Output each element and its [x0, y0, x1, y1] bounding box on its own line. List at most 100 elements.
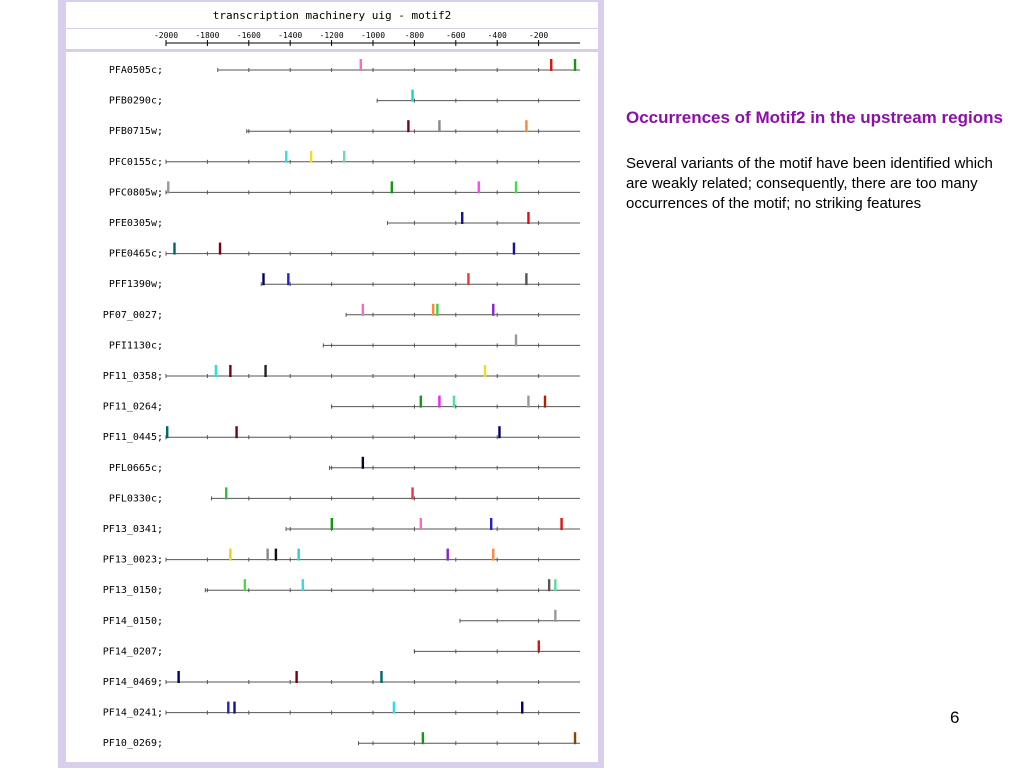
motif-map: PFA0505c; PFB0290c; PFB0715w; PFC0155c; PFC0… [103, 59, 580, 749]
motif-mark [514, 181, 518, 194]
gene-label: PFL0330c; [109, 493, 163, 504]
gene-label: PFF1390w; [109, 279, 163, 290]
motif-mark [173, 242, 176, 255]
gene-label: PFB0715w; [109, 126, 163, 137]
motif-mark [446, 548, 449, 561]
gene-label: PFE0465c; [109, 249, 163, 260]
motif-mark [392, 701, 396, 714]
motif-mark [560, 518, 563, 530]
motif-mark [301, 579, 305, 592]
motif-mark [527, 212, 530, 224]
motif-mark [264, 365, 267, 377]
motif-mark [421, 732, 425, 745]
motif-mark [235, 426, 238, 439]
x-tick-label: -1600 [237, 31, 261, 40]
motif-mark [419, 518, 423, 530]
motif-mark [537, 640, 540, 653]
motif-mark [262, 273, 265, 286]
motif-mark [407, 120, 410, 133]
motif-mark [295, 671, 298, 683]
motif-mark [225, 487, 228, 500]
slide-body: Several variants of the motif have been … [626, 155, 993, 212]
plot-area: PFA0505c; PFB0290c; PFB0715w; PFC0155c; PFC0… [66, 52, 598, 762]
motif-mark [547, 579, 551, 592]
motif-mark [361, 303, 365, 316]
gene-label: PF13_0341; [103, 524, 163, 535]
x-tick-label: -800 [405, 31, 424, 40]
motif-mark [380, 671, 383, 683]
gene-label: PFL0665c; [109, 463, 163, 474]
gene-label: PF14_0207; [103, 646, 163, 657]
page-number: 6 [950, 708, 960, 727]
motif-mark [227, 701, 230, 714]
gene-label: PF14_0241; [103, 708, 163, 719]
x-tick-label: -200 [529, 31, 548, 40]
motif-mark [498, 426, 501, 439]
motif-mark [525, 120, 528, 133]
gene-label: PF11_0445; [103, 432, 163, 443]
x-axis: -2000 -1800 -1600 -1400 -1200 -1000 -800 -600 -4… [154, 31, 580, 46]
motif-mark [419, 395, 423, 408]
x-axis-box: -2000 -1800 -1600 -1400 -1200 -1000 -800 -600 -4… [66, 28, 598, 49]
motif-mark [274, 548, 278, 561]
x-tick-label: -1800 [195, 31, 219, 40]
motif-mark [573, 59, 577, 71]
motif-mark [297, 548, 300, 561]
motif-mark [438, 120, 441, 133]
motif-mark [483, 365, 487, 377]
gene-label: PF10_0269; [103, 738, 163, 749]
motif-mark [452, 395, 456, 408]
x-tick-label: -1400 [278, 31, 302, 40]
gene-label: PFE0305w; [109, 218, 163, 229]
motif-mark [243, 579, 247, 592]
motif-mark [438, 395, 441, 408]
motif-mark [554, 579, 557, 592]
x-tick-label: -1200 [320, 31, 344, 40]
gene-label: PF14_0469; [103, 677, 163, 688]
gene-label: PFA0505c; [109, 65, 163, 76]
motif-mark [492, 548, 495, 561]
motif-mark [467, 273, 470, 286]
motif-mark [229, 365, 232, 377]
gene-label: PF11_0358; [103, 371, 163, 382]
motif-mark [573, 732, 577, 745]
motif-mark [521, 701, 524, 714]
motif-mark [233, 701, 236, 714]
motif-mark [527, 395, 530, 408]
motif-mark [390, 181, 394, 194]
motif-mark [477, 181, 480, 194]
motif-mark [229, 548, 232, 561]
motif-mark [177, 671, 180, 683]
motif-mark [266, 548, 269, 561]
gene-label: PFC0805w; [109, 187, 163, 198]
motif-mark [361, 456, 365, 469]
motif-mark [543, 395, 547, 408]
gene-label: PF13_0023; [103, 555, 163, 566]
motif-mark [167, 181, 170, 194]
motif-mark [432, 303, 435, 316]
motif-mark [285, 150, 288, 163]
motif-mark [525, 273, 528, 286]
motif-mark [550, 59, 553, 71]
motif-mark [343, 150, 346, 163]
chart-title-box: transcription machinery uig - motif2 [66, 2, 598, 28]
motif-mark [218, 242, 222, 255]
motif-mark [309, 150, 313, 163]
motif-mark [411, 89, 414, 102]
gene-label: PFC0155c; [109, 157, 163, 168]
motif-mark [287, 273, 290, 286]
gene-label: PFB0290c; [109, 96, 163, 107]
gene-label: PF14_0150; [103, 616, 163, 627]
chart-title: transcription machinery uig - motif2 [212, 9, 452, 22]
gene-label: PF07_0027; [103, 310, 163, 321]
motif-mark [330, 518, 333, 530]
motif-mark [489, 518, 493, 530]
motif-mark [554, 609, 557, 622]
motif-mark [512, 242, 516, 255]
x-tick-label: -600 [446, 31, 465, 40]
gene-label: PF13_0150; [103, 585, 163, 596]
gene-label: PF11_0264; [103, 402, 163, 413]
motif-mark [514, 334, 518, 347]
gene-label: PFI1130c; [109, 340, 163, 351]
x-tick-label: -1000 [361, 31, 385, 40]
